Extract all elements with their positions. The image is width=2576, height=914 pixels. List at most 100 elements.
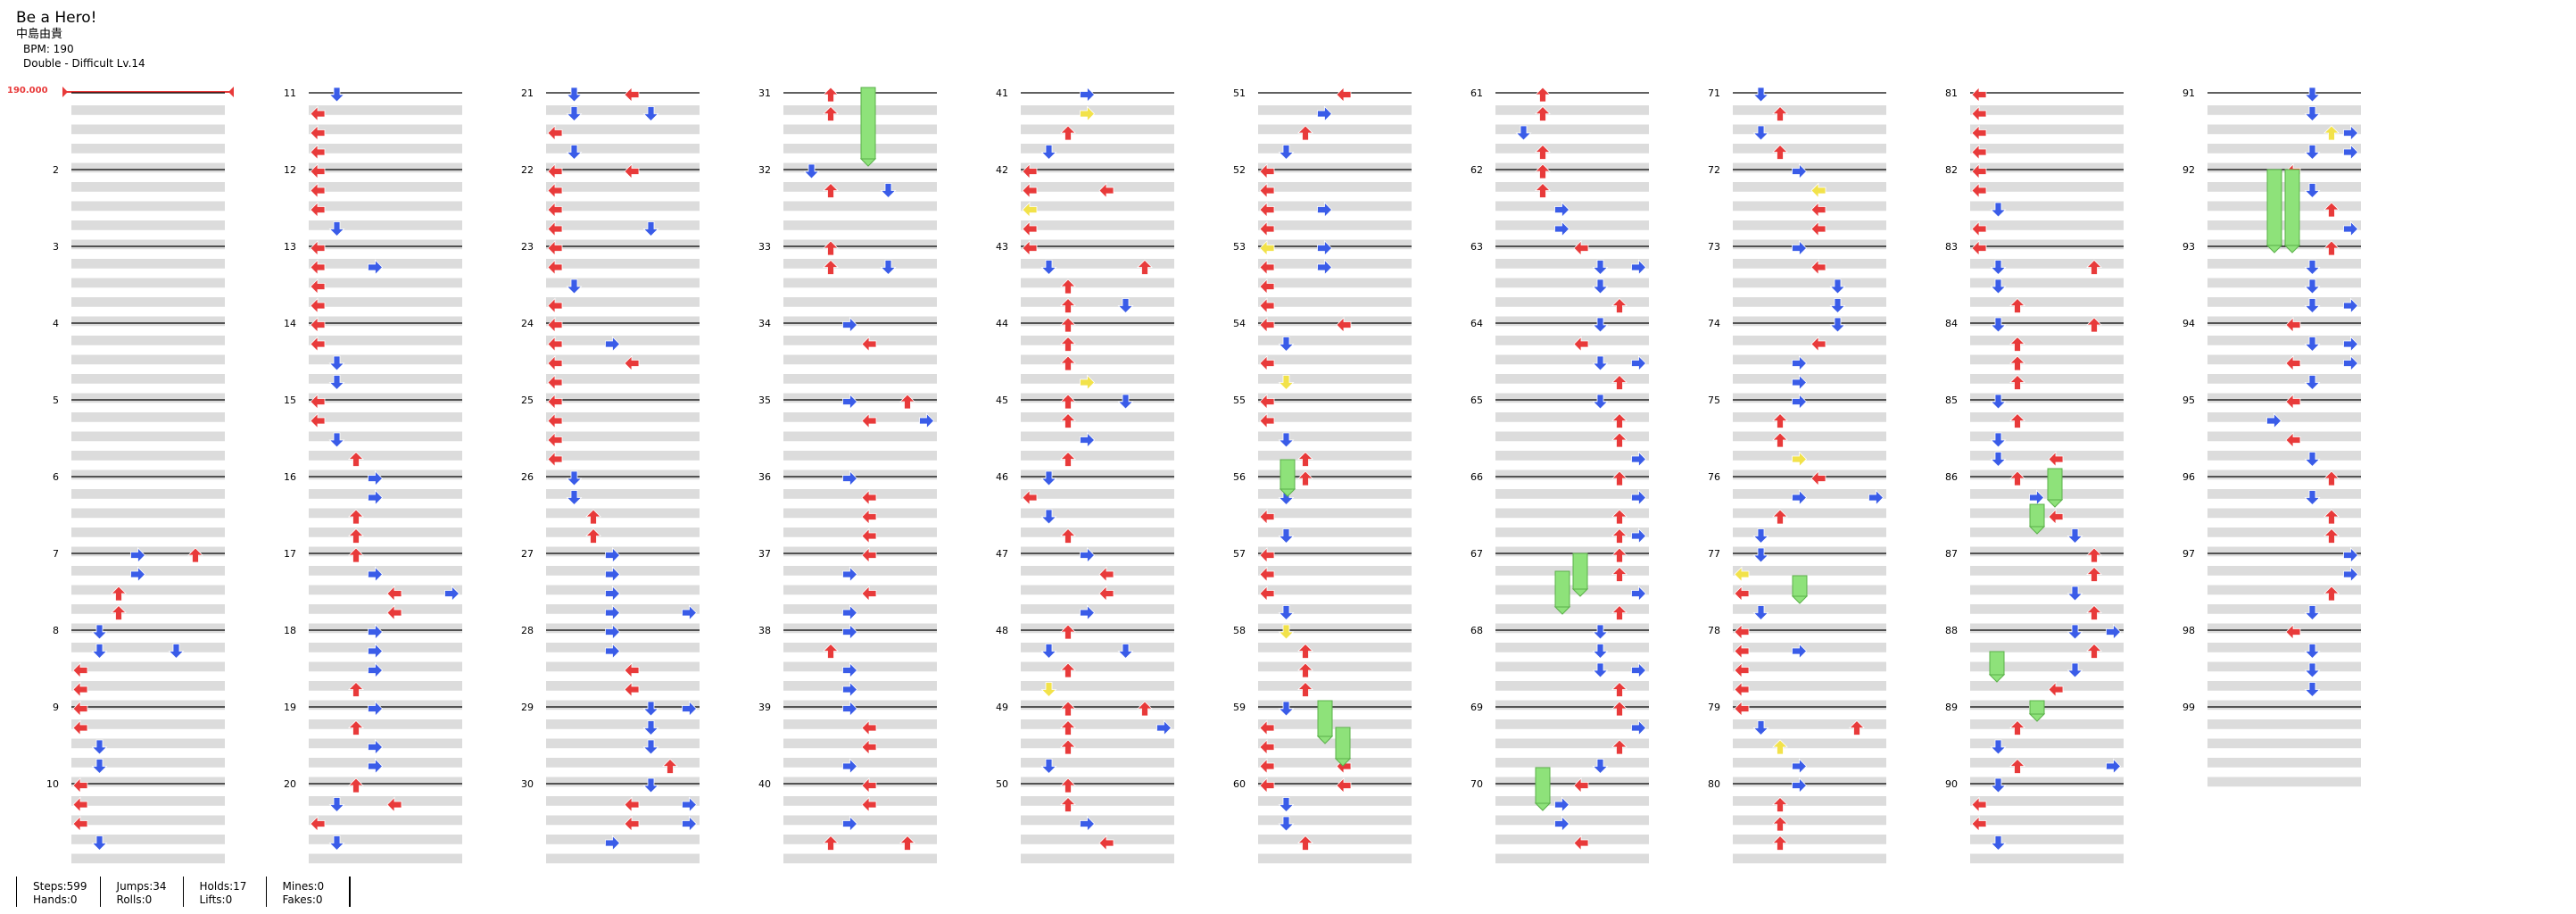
- arrow-note-icon: [1611, 374, 1628, 390]
- arrow-note-icon: [130, 566, 146, 583]
- arrow-note-icon: [2067, 624, 2083, 640]
- arrow-note-icon: [642, 221, 659, 237]
- arrow-note-icon: [2048, 509, 2064, 525]
- measure-number: 15: [284, 395, 296, 406]
- arrow-note-icon: [1772, 412, 1788, 428]
- arrow-note-icon: [624, 662, 640, 678]
- measure-23: 23: [521, 241, 700, 327]
- arrow-note-icon: [1080, 604, 1096, 621]
- measure-90: 90: [1945, 778, 2124, 864]
- arrow-note-icon: [310, 816, 326, 832]
- arrow-note-icon: [1990, 432, 2007, 448]
- arrow-note-icon: [328, 797, 345, 813]
- arrow-note-icon: [823, 240, 839, 256]
- arrow-note-icon: [2048, 451, 2064, 468]
- arrow-note-icon: [1060, 528, 1076, 544]
- arrow-note-icon: [842, 394, 858, 410]
- arrow-note-icon: [72, 816, 88, 832]
- arrow-note-icon: [823, 259, 839, 275]
- arrow-note-icon: [1080, 816, 1096, 832]
- measure-25: 25: [521, 395, 700, 480]
- measure-number: 25: [521, 395, 534, 406]
- arrow-note-icon: [1022, 182, 1038, 199]
- measure-number: 92: [2183, 164, 2195, 176]
- measure-number: 72: [1708, 164, 1720, 176]
- arrow-note-icon: [1792, 240, 1808, 256]
- arrow-note-icon: [1772, 816, 1788, 832]
- measure-51: 51: [1233, 87, 1412, 173]
- measure-number: 71: [1708, 87, 1720, 99]
- hold-end-icon: [1279, 488, 1296, 497]
- arrow-note-icon: [2067, 528, 2083, 544]
- measure-number: 99: [2183, 702, 2195, 713]
- arrow-note-icon: [348, 777, 364, 794]
- arrow-note-icon: [1060, 355, 1076, 371]
- arrow-note-icon: [1829, 317, 1846, 333]
- arrow-note-icon: [861, 509, 877, 525]
- arrow-note-icon: [585, 509, 601, 525]
- arrow-note-icon: [1592, 278, 1609, 295]
- jumps-count: Jumps:34: [116, 880, 167, 893]
- arrow-note-icon: [348, 719, 364, 735]
- arrow-note-icon: [2009, 297, 2025, 313]
- arrow-note-icon: [2304, 375, 2321, 391]
- arrow-note-icon: [1971, 144, 1987, 161]
- arrow-note-icon: [842, 816, 858, 832]
- measure-number: 90: [1945, 778, 1958, 790]
- measure-12: 12: [284, 164, 462, 250]
- arrow-note-icon: [1278, 701, 1295, 717]
- arrow-note-icon: [2323, 470, 2340, 486]
- arrow-note-icon: [642, 701, 659, 717]
- arrow-note-icon: [1554, 816, 1570, 832]
- arrow-note-icon: [2304, 260, 2321, 276]
- hold-note: [860, 87, 876, 160]
- arrow-note-icon: [1611, 566, 1628, 582]
- arrow-note-icon: [1259, 547, 1275, 563]
- measure-number: 95: [2183, 395, 2195, 406]
- measure-40: 40: [758, 778, 937, 864]
- measure-number: 22: [521, 164, 534, 176]
- arrow-note-icon: [861, 547, 877, 563]
- arrow-note-icon: [2304, 337, 2321, 353]
- hold-note: [1792, 575, 1808, 597]
- arrow-note-icon: [1631, 586, 1647, 602]
- measure-number: 96: [2183, 471, 2195, 483]
- arrow-note-icon: [1060, 394, 1076, 410]
- hold-note: [1535, 767, 1551, 804]
- arrow-note-icon: [1554, 220, 1570, 237]
- arrow-note-icon: [1990, 317, 2007, 333]
- arrow-note-icon: [1259, 297, 1275, 314]
- arrow-note-icon: [1573, 240, 1589, 256]
- arrow-note-icon: [368, 489, 384, 506]
- arrow-note-icon: [1098, 835, 1114, 852]
- hold-end-icon: [1571, 588, 1589, 597]
- lifts-count: Lifts:0: [199, 893, 233, 906]
- arrow-note-icon: [1259, 412, 1275, 429]
- measure-number: 28: [521, 625, 534, 636]
- arrow-note-icon: [2009, 470, 2025, 486]
- arrow-note-icon: [1259, 566, 1275, 583]
- hold-note: [1317, 700, 1333, 737]
- hold-end-icon: [2283, 245, 2301, 253]
- arrow-note-icon: [2323, 586, 2340, 602]
- measure-number: 56: [1233, 471, 1246, 483]
- measure-20: 20: [284, 778, 462, 864]
- arrow-note-icon: [605, 566, 621, 583]
- measure-number: 61: [1470, 87, 1483, 99]
- step-chart: 2345678910111213141516171819202122232425…: [46, 87, 2361, 864]
- arrow-note-icon: [1117, 644, 1134, 660]
- arrow-note-icon: [1060, 336, 1076, 352]
- measure-9: 9: [53, 702, 225, 787]
- stat-jumps-rolls: Jumps:34 Rolls:0: [99, 877, 183, 907]
- arrow-note-icon: [1336, 87, 1352, 103]
- arrow-note-icon: [842, 317, 858, 333]
- arrow-note-icon: [1080, 105, 1096, 122]
- measure-65: 65: [1470, 395, 1649, 480]
- arrow-note-icon: [823, 182, 839, 198]
- measure-44: 44: [996, 318, 1174, 403]
- arrow-note-icon: [1810, 259, 1826, 276]
- arrow-note-icon: [547, 317, 563, 333]
- measure-number: 64: [1470, 318, 1483, 329]
- arrow-note-icon: [1631, 355, 1647, 371]
- arrow-note-icon: [1734, 681, 1750, 698]
